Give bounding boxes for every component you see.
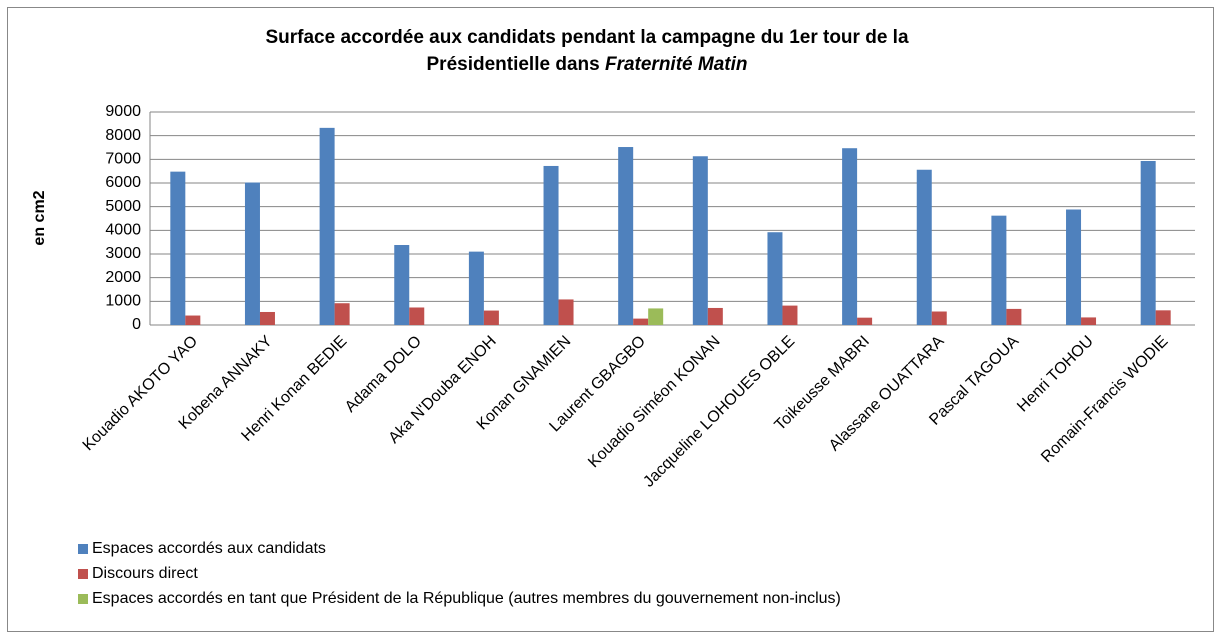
y-tick-label: 2000 [105, 269, 141, 286]
legend-swatch [78, 544, 88, 554]
bar [409, 307, 425, 325]
bar [394, 245, 410, 325]
bar [767, 232, 783, 325]
y-tick-label: 6000 [105, 174, 141, 191]
chart-title-part: Fraternité Matin [605, 54, 748, 75]
bar [842, 148, 858, 325]
bar [1140, 160, 1156, 325]
bar [916, 169, 932, 325]
chart-title: Surface accordée aux candidats pendant l… [265, 27, 908, 48]
bar [1081, 317, 1097, 325]
y-tick-label: 1000 [105, 293, 141, 310]
bar [259, 311, 275, 325]
bar [931, 311, 947, 325]
legend-swatch [78, 569, 88, 579]
bar [543, 165, 559, 325]
y-axis-label: en cm2 [31, 190, 48, 245]
chart-title-part: Présidentielle dans [427, 54, 600, 75]
bar [648, 308, 664, 325]
legend-swatch [78, 594, 88, 604]
bar [692, 156, 708, 325]
legend-label: Espaces accordés en tant que Président d… [92, 590, 841, 607]
bar [334, 303, 350, 325]
bar [1066, 209, 1082, 325]
legend-label: Espaces accordés aux candidats [92, 540, 326, 557]
y-tick-label: 4000 [105, 222, 141, 239]
chart-title: Présidentielle dans Fraternité Matin [427, 54, 748, 75]
bar [244, 182, 260, 325]
bar [483, 310, 499, 325]
bar [857, 317, 873, 325]
bar [633, 318, 649, 325]
y-tick-label: 3000 [105, 245, 141, 262]
bar [185, 315, 201, 325]
bar [991, 215, 1007, 325]
bar [1006, 308, 1022, 325]
y-tick-label: 0 [132, 316, 141, 333]
bar [618, 147, 634, 325]
legend-label: Discours direct [92, 565, 198, 582]
bar [468, 251, 484, 325]
y-tick-label: 9000 [105, 103, 141, 120]
bar [782, 305, 798, 325]
bar [707, 307, 723, 325]
bar [1155, 310, 1171, 325]
bar [319, 127, 335, 326]
y-tick-label: 7000 [105, 151, 141, 168]
y-tick-label: 5000 [105, 198, 141, 215]
y-tick-label: 8000 [105, 127, 141, 144]
bar [558, 299, 574, 325]
bar [170, 171, 186, 325]
